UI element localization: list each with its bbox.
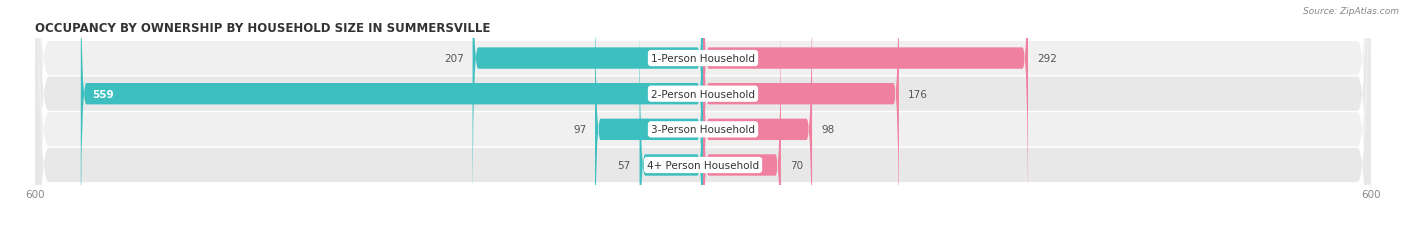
FancyBboxPatch shape — [35, 0, 1371, 231]
Text: 57: 57 — [617, 160, 631, 170]
FancyBboxPatch shape — [703, 0, 1028, 226]
Text: 97: 97 — [572, 125, 586, 135]
FancyBboxPatch shape — [35, 0, 1371, 231]
Text: 3-Person Household: 3-Person Household — [651, 125, 755, 135]
FancyBboxPatch shape — [35, 0, 1371, 231]
Text: 1-Person Household: 1-Person Household — [651, 54, 755, 64]
Text: 176: 176 — [908, 89, 928, 99]
Text: 207: 207 — [444, 54, 464, 64]
FancyBboxPatch shape — [703, 0, 813, 231]
FancyBboxPatch shape — [640, 0, 703, 231]
Text: 4+ Person Household: 4+ Person Household — [647, 160, 759, 170]
Text: 70: 70 — [790, 160, 803, 170]
FancyBboxPatch shape — [595, 0, 703, 231]
FancyBboxPatch shape — [35, 0, 1371, 231]
Text: 2-Person Household: 2-Person Household — [651, 89, 755, 99]
Text: 559: 559 — [91, 89, 114, 99]
Text: 292: 292 — [1036, 54, 1057, 64]
Text: 98: 98 — [821, 125, 834, 135]
FancyBboxPatch shape — [472, 0, 703, 226]
Text: OCCUPANCY BY OWNERSHIP BY HOUSEHOLD SIZE IN SUMMERSVILLE: OCCUPANCY BY OWNERSHIP BY HOUSEHOLD SIZE… — [35, 22, 491, 35]
FancyBboxPatch shape — [703, 0, 780, 231]
FancyBboxPatch shape — [703, 0, 898, 231]
Text: Source: ZipAtlas.com: Source: ZipAtlas.com — [1303, 7, 1399, 16]
FancyBboxPatch shape — [80, 0, 703, 231]
